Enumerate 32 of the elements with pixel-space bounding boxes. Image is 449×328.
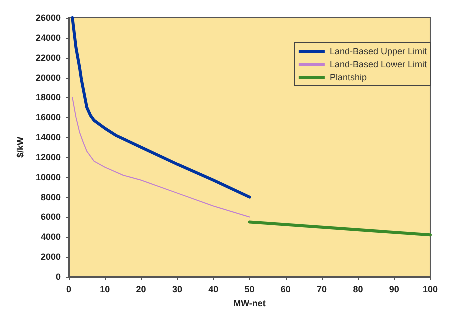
y-tick-label: 8000 bbox=[40, 192, 61, 202]
legend-label: Land-Based Lower Limit bbox=[330, 60, 428, 70]
legend-label: Plantship bbox=[330, 72, 367, 82]
y-tick-label: 18000 bbox=[36, 92, 61, 103]
x-tick-label: 80 bbox=[353, 284, 364, 294]
x-tick-label: 40 bbox=[208, 284, 219, 294]
y-tick-label: 26000 bbox=[36, 13, 61, 23]
y-tick-label: 0 bbox=[56, 272, 61, 282]
line-series bbox=[71, 16, 252, 199]
y-axis-title: $/kW bbox=[16, 136, 26, 158]
y-tick-label: 14000 bbox=[36, 132, 61, 143]
x-tick-label: 10 bbox=[100, 284, 110, 294]
y-tick-label: 6000 bbox=[40, 212, 61, 222]
y-tick-label: 24000 bbox=[36, 32, 61, 43]
x-tick-label: 100 bbox=[422, 284, 438, 294]
x-tick-label: 20 bbox=[136, 284, 146, 294]
x-tick-label: 90 bbox=[389, 284, 400, 294]
x-tick-label: 70 bbox=[317, 284, 328, 294]
legend-label: Land-Based Upper Limit bbox=[330, 46, 428, 56]
x-tick-label: 60 bbox=[280, 284, 291, 294]
y-tick-label: 10000 bbox=[36, 172, 61, 182]
y-tick-label: 22000 bbox=[36, 52, 61, 63]
y-tick-label: 20000 bbox=[36, 72, 61, 83]
y-tick-label: 2000 bbox=[40, 252, 61, 262]
y-tick-label: 4000 bbox=[40, 232, 61, 242]
y-tick-label: 12000 bbox=[36, 152, 61, 162]
x-tick-label: 0 bbox=[66, 284, 72, 294]
x-tick-label: 50 bbox=[244, 284, 255, 294]
line-series bbox=[72, 97, 250, 218]
y-tick-label: 16000 bbox=[36, 112, 61, 123]
x-tick-label: 30 bbox=[172, 284, 182, 294]
x-axis-title: MW-net bbox=[234, 298, 266, 308]
